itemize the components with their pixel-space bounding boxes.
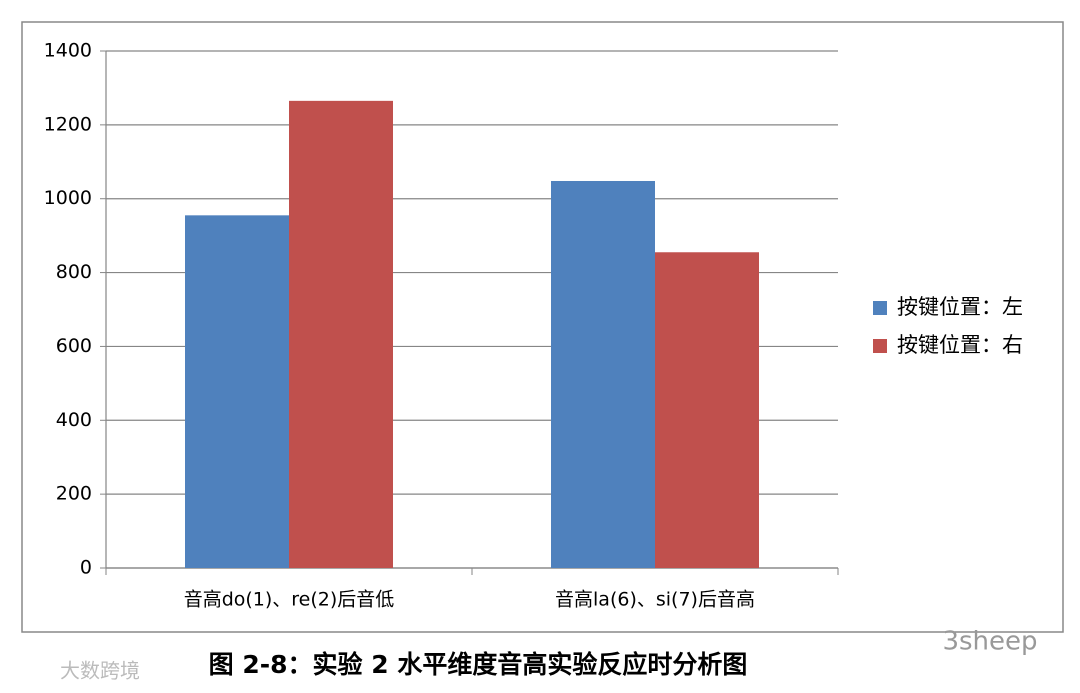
y-tick-label: 400 [56, 409, 92, 431]
bar [551, 180, 655, 568]
y-tick-label: 200 [56, 483, 92, 505]
bar [655, 252, 759, 568]
legend-label: 按键位置：右 [897, 333, 1023, 357]
x-tick-label: 音高do(1)、re(2)后音低 [184, 589, 395, 611]
legend-label: 按键位置：左 [897, 295, 1023, 319]
legend-swatch [873, 339, 887, 353]
y-tick-label: 1400 [44, 40, 92, 62]
watermark: 3sheep [942, 627, 1037, 657]
legend-swatch [873, 301, 887, 315]
y-tick-label: 800 [56, 261, 92, 283]
chart-frame [21, 21, 1064, 633]
bar [185, 215, 289, 568]
caption: 图 2-8：实验 2 水平维度音高实验反应时分析图 [209, 650, 748, 679]
bar [289, 100, 393, 568]
y-tick-label: 0 [80, 557, 92, 579]
y-tick-label: 1000 [44, 187, 92, 209]
x-tick-label: 音高la(6)、si(7)后音高 [555, 589, 755, 611]
watermark: 大数跨境 [60, 659, 140, 683]
y-tick-label: 600 [56, 335, 92, 357]
y-tick-label: 1200 [44, 113, 92, 135]
